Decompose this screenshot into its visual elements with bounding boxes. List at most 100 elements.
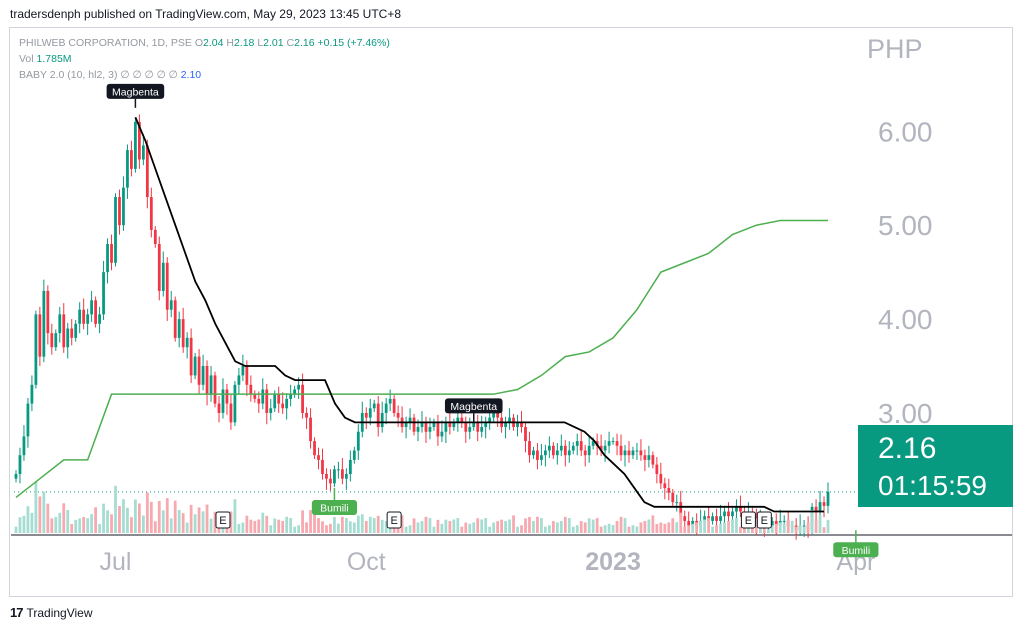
volume-bar [265,515,269,533]
volume-bar [770,525,774,533]
candle-body [34,314,38,385]
volume-bar [102,503,105,533]
earnings-marker-label: E [745,515,752,527]
bar-countdown: 01:15:59 [878,470,987,501]
volume-bar [563,516,567,533]
chart-frame[interactable] [9,27,1013,597]
volume-bar [90,514,94,533]
volume-bar [695,522,699,533]
volume-bar [651,515,655,533]
volume-bar [420,520,424,533]
volume-bar [468,523,472,533]
volume-bar [520,525,523,533]
volume-bar [659,522,663,533]
volume-bar [603,525,607,533]
volume-bar [257,519,261,533]
volume-bar [344,518,348,533]
candle-body [715,516,718,521]
volume-bar [540,518,543,533]
candle-body [118,197,121,226]
volume-bar [504,520,507,533]
footer-brand[interactable]: 17 TradingView [10,605,93,620]
candle-body [82,309,86,324]
volume-bar [639,522,643,533]
candle-body [611,441,615,443]
legend-open: 2.04 [203,37,224,49]
volume-bar [165,498,169,533]
candle-body [420,422,424,428]
volume-bar [814,519,818,533]
volume-bar [249,519,253,533]
candle-body [126,150,129,188]
candle-body [253,394,257,399]
candle-body [444,422,448,432]
candle-body [436,422,440,437]
candle-body [340,469,344,479]
candle-body [691,520,695,526]
candle-body [655,464,659,474]
candle-body [376,403,380,428]
volume-bar [476,518,480,533]
candle-body [559,445,563,451]
candle-body [18,455,22,474]
volume-bar [448,520,452,533]
volume-bar [567,518,571,533]
volume-bar [42,491,46,533]
volume-bar [810,510,814,533]
candle-body [388,398,392,404]
volume-bar [193,514,197,533]
candle-body [599,445,603,451]
volume-bar [245,515,249,533]
legend-low-label: L [257,37,264,49]
volume-bar [723,522,726,533]
price-tick-label: 4.00 [878,304,933,335]
volume-bar [94,507,97,533]
volume-bar [679,512,683,533]
volume-bar [177,509,181,533]
candle-body [245,366,249,385]
candle-body [571,445,575,451]
candle-body [293,389,297,395]
volume-bar [408,525,412,533]
candle-body [667,488,671,493]
volume-bar [400,515,404,533]
candle-body [583,450,587,456]
candle-body [516,422,519,428]
candle-body [356,431,360,451]
volume-bar [452,519,456,533]
candle-body [468,427,472,432]
candle-body [735,506,738,512]
volume-bar [818,515,822,533]
volume-bar [134,499,137,533]
volume-bar [739,526,742,533]
volume-bar [683,526,687,533]
volume-bar [623,518,627,533]
volume-bar [699,520,703,533]
volume-bar [309,510,312,533]
candle-body [727,511,730,517]
volume-bar [169,518,173,533]
volume-bar [500,519,504,533]
volume-bar [58,512,62,533]
sell-label-text: Magbenta [112,86,159,98]
volume-bar [575,525,579,533]
candle-body [78,309,82,324]
candle-body [412,417,416,432]
candle-body [90,300,94,315]
volume-bar [26,506,30,533]
volume-bar [619,516,623,533]
volume-bar [317,518,320,533]
candle-body [579,441,583,451]
candle-body [814,506,818,512]
candle-body [297,384,300,390]
volume-bar [209,518,213,533]
volume-bar [98,524,101,533]
buy-label-text: Bumili [320,503,349,515]
candle-body [201,366,205,385]
last-price-badge: 2.16 01:15:59 [858,425,1013,507]
candle-body [631,450,635,456]
candle-body [249,384,253,395]
candle-body [285,398,289,409]
volume-bar [794,526,798,533]
